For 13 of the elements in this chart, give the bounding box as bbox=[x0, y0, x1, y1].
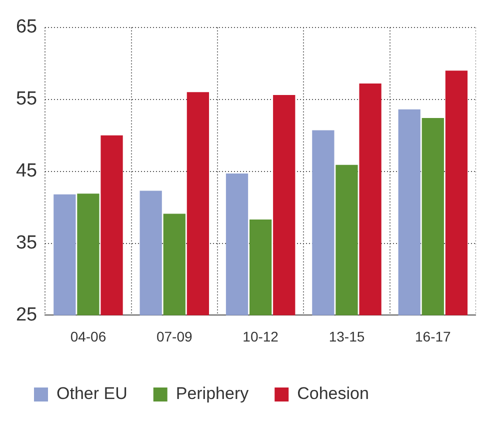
y-tick-label: 45 bbox=[16, 160, 38, 182]
y-tick-label: 25 bbox=[16, 304, 38, 326]
x-tick-label: 07-09 bbox=[156, 328, 193, 344]
legend-label: Periphery bbox=[176, 384, 250, 404]
y-tick-label: 65 bbox=[16, 16, 38, 38]
y-tick-label: 55 bbox=[16, 88, 38, 110]
y-tick-label: 35 bbox=[16, 232, 38, 254]
legend-label: Other EU bbox=[56, 384, 128, 404]
x-tick-label: 16-17 bbox=[415, 328, 452, 344]
x-tick-label: 04-06 bbox=[70, 328, 106, 344]
x-tick-label: 10-12 bbox=[242, 328, 279, 344]
legend-label: Cohesion bbox=[297, 384, 369, 404]
x-tick-label: 13-15 bbox=[328, 328, 365, 344]
